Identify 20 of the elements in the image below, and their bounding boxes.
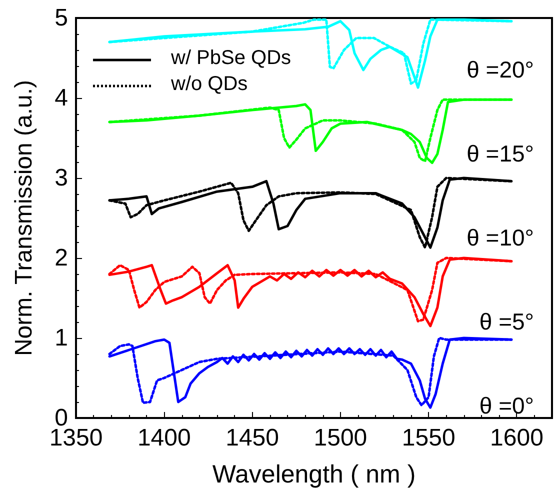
y-axis-title: Norm. Transmission (a.u.) xyxy=(10,80,38,356)
x-tick-label: 1400 xyxy=(137,424,191,452)
annotation: θ =0° xyxy=(479,392,534,418)
annotation: θ =10° xyxy=(466,224,534,250)
legend-label: w/o QDs xyxy=(170,73,248,95)
y-tick-label: 3 xyxy=(54,164,68,192)
annotation: θ =5° xyxy=(479,308,534,334)
legend-label: w/ PbSe QDs xyxy=(170,47,292,69)
x-tick-label: 1500 xyxy=(314,424,368,452)
annotation: θ =15° xyxy=(466,140,534,166)
x-axis-title: Wavelength ( nm ) xyxy=(212,460,416,488)
y-tick-label: 2 xyxy=(54,244,68,272)
y-tick-label: 1 xyxy=(54,324,68,352)
y-tick-label: 5 xyxy=(54,4,68,32)
x-tick-label: 1550 xyxy=(402,424,456,452)
x-tick-label: 1350 xyxy=(49,424,103,452)
x-tick-label: 1600 xyxy=(490,424,544,452)
y-tick-label: 4 xyxy=(54,84,68,112)
x-tick-label: 1450 xyxy=(226,424,279,452)
annotation: θ =20° xyxy=(466,56,534,82)
